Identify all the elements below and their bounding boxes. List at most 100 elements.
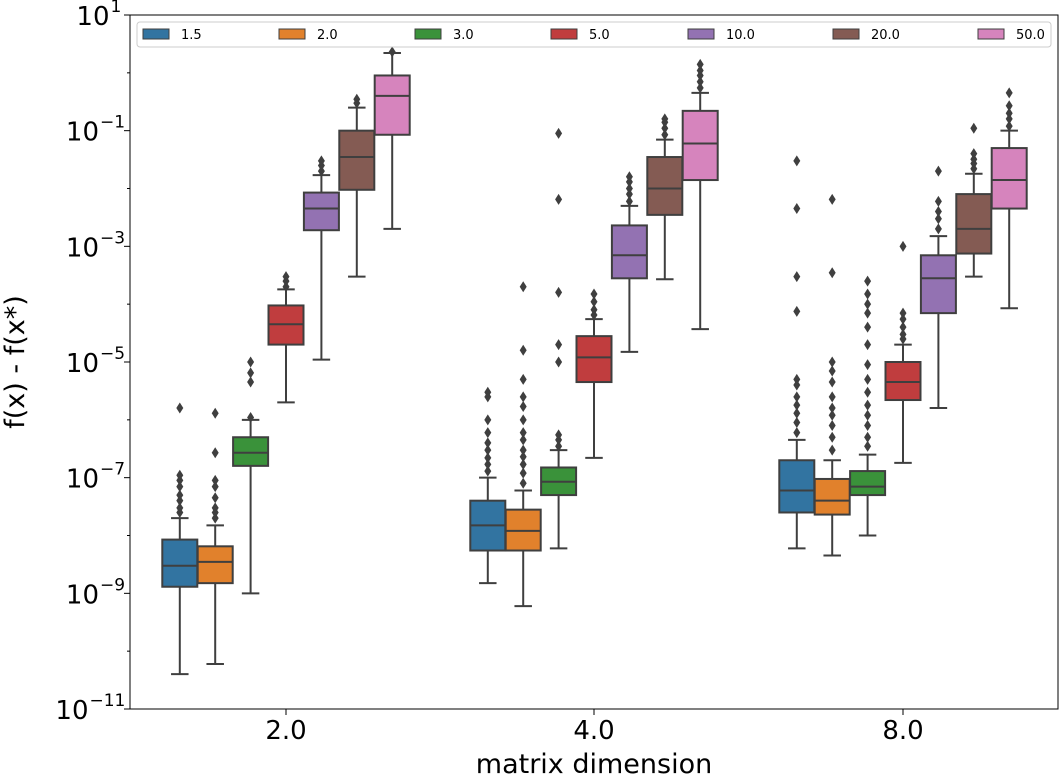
outlier-point <box>625 171 633 183</box>
outlier-point <box>176 495 184 507</box>
outlier-point <box>661 113 669 125</box>
outlier-point <box>899 313 907 325</box>
y-tick-exponent: −3 <box>100 228 125 248</box>
outlier-point <box>899 321 907 333</box>
legend-entry-5.0[interactable]: 5.0 <box>550 28 610 43</box>
legend-label: 2.0 <box>317 28 338 43</box>
y-tick-exponent: −11 <box>90 691 126 711</box>
outlier-point <box>176 489 184 501</box>
box-2.0-8.0 <box>813 193 851 557</box>
box-2.0-2.0 <box>196 407 234 665</box>
outlier-point <box>864 440 872 452</box>
outlier-point <box>793 407 801 419</box>
outlier-point <box>828 376 836 388</box>
y-tick-label: 10 <box>55 696 88 726</box>
outlier-point <box>211 512 219 524</box>
outlier-point <box>555 193 563 205</box>
outlier-point <box>793 155 801 167</box>
outlier-point <box>211 474 219 486</box>
legend[interactable]: 1.5 2.0 3.0 5.0 10.0 20.0 50.0 <box>136 21 1052 48</box>
legend-label: 20.0 <box>871 28 900 43</box>
box-20.0-8.0 <box>955 122 993 278</box>
outlier-point <box>864 339 872 351</box>
outlier-point <box>864 288 872 300</box>
box-iqr <box>196 545 234 585</box>
outlier-point <box>970 148 978 160</box>
outlier-point <box>864 321 872 333</box>
outlier-point <box>696 58 704 70</box>
box-iqr <box>373 74 411 136</box>
outlier-point <box>970 153 978 165</box>
x-tick-label: 2.0 <box>265 716 306 746</box>
outlier-point <box>899 307 907 319</box>
outlier-point <box>864 298 872 310</box>
outlier-point <box>934 195 942 207</box>
legend-entry-20.0[interactable]: 20.0 <box>832 28 900 43</box>
outlier-point <box>793 305 801 317</box>
outlier-point <box>317 165 325 177</box>
outlier-point <box>555 429 563 441</box>
outlier-point <box>864 275 872 287</box>
box-iqr <box>778 459 816 514</box>
outlier-point <box>176 402 184 414</box>
outlier-point <box>828 391 836 403</box>
y-tick-exponent: −7 <box>100 460 125 480</box>
outlier-point <box>864 359 872 371</box>
outlier-point <box>519 467 527 479</box>
outlier-point <box>555 440 563 452</box>
legend-entry-10.0[interactable]: 10.0 <box>687 28 755 43</box>
legend-label: 3.0 <box>453 28 474 43</box>
box-iqr <box>575 335 613 384</box>
legend-entry-50.0[interactable]: 50.0 <box>977 28 1045 43</box>
outlier-point <box>211 502 219 514</box>
outlier-point <box>793 203 801 215</box>
x-tick-label: 4.0 <box>573 716 614 746</box>
outlier-point <box>1005 107 1013 119</box>
box-2.0-4.0 <box>504 281 542 608</box>
x-axis-title: matrix dimension <box>476 749 712 775</box>
outlier-point <box>247 356 255 368</box>
outlier-point <box>970 122 978 134</box>
series-2.0 <box>196 193 851 665</box>
outlier-point <box>211 481 219 493</box>
box-1.5-4.0 <box>469 386 507 585</box>
outlier-point <box>519 444 527 456</box>
outlier-point <box>519 458 527 470</box>
series-10.0 <box>302 155 957 410</box>
legend-entry-3.0[interactable]: 3.0 <box>414 28 474 43</box>
box-50.0-4.0 <box>681 58 719 331</box>
legend-entry-2.0[interactable]: 2.0 <box>278 28 338 43</box>
outlier-point <box>484 437 492 449</box>
outlier-point <box>176 481 184 493</box>
box-10.0-2.0 <box>302 155 340 361</box>
box-iqr <box>681 109 719 182</box>
outlier-point <box>793 379 801 391</box>
outlier-point <box>555 286 563 298</box>
outlier-point <box>282 271 290 283</box>
outlier-point <box>484 465 492 477</box>
outlier-point <box>590 296 598 308</box>
outlier-point <box>1005 87 1013 99</box>
outlier-point <box>247 411 255 423</box>
box-iqr <box>955 193 993 255</box>
box-5.0-4.0 <box>575 288 613 459</box>
legend-entry-1.5[interactable]: 1.5 <box>142 28 202 43</box>
outlier-point <box>828 267 836 279</box>
x-axis: 2.0 4.0 8.0 <box>265 709 924 746</box>
outlier-point <box>590 304 598 316</box>
y-tick-exponent: −1 <box>100 113 125 133</box>
outlier-point <box>519 477 527 489</box>
legend-swatch <box>414 28 442 40</box>
y-tick-label: 10 <box>66 118 99 148</box>
outlier-point <box>934 213 942 225</box>
outlier-point <box>519 434 527 446</box>
outlier-point <box>317 155 325 167</box>
outlier-point <box>864 307 872 319</box>
outlier-point <box>828 431 836 443</box>
outlier-point <box>828 193 836 205</box>
legend-label: 10.0 <box>726 28 755 43</box>
series-1.5 <box>161 155 816 676</box>
box-10.0-8.0 <box>919 165 957 410</box>
box-iqr <box>813 477 851 516</box>
